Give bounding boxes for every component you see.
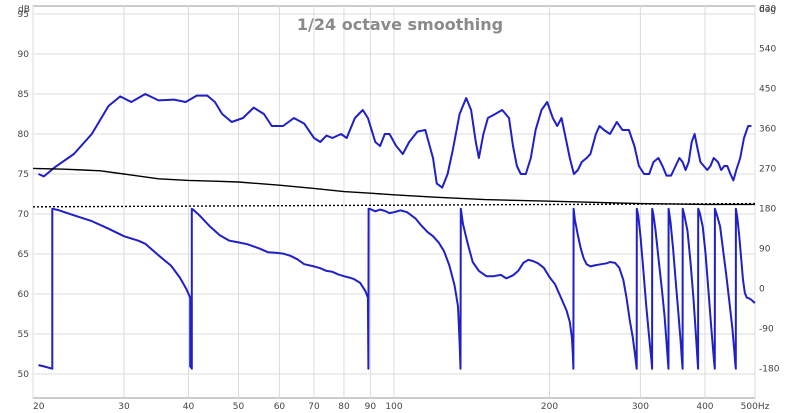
- right-y-tick-label: -90: [759, 325, 774, 335]
- series-line-2: [32, 167, 755, 206]
- x-tick-label: 90: [365, 402, 377, 412]
- right-y-tick-label: 540: [759, 45, 776, 55]
- x-tick-label: 500Hz: [741, 402, 770, 412]
- right-axis-unit-label: deg: [759, 5, 776, 15]
- series-line-1: [38, 93, 752, 189]
- chart-title: 1/24 octave smoothing: [297, 15, 503, 34]
- right-y-tick-label: 360: [759, 125, 776, 135]
- series-line-3: [32, 202, 756, 208]
- left-y-tick-label: 55: [18, 330, 29, 340]
- right-y-tick-label: 630: [759, 5, 776, 15]
- left-y-tick-label: 85: [18, 90, 29, 100]
- grid-lines: [32, 6, 756, 398]
- x-tick-label: 40: [183, 402, 195, 412]
- axis-labels: 20 30 40 50 60 70 80 90 100 200 300 400 500Hz 50 55 60 6…: [18, 5, 780, 412]
- x-tick-label: 300: [632, 402, 649, 412]
- left-y-tick-label: 75: [18, 170, 29, 180]
- right-y-tick-label: 180: [759, 205, 776, 215]
- left-y-tick-label: 60: [18, 290, 30, 300]
- x-tick-label: 400: [696, 402, 713, 412]
- x-tick-label: 200: [541, 402, 558, 412]
- right-y-tick-label: 90: [759, 245, 771, 255]
- right-y-tick-label: 0: [759, 285, 765, 295]
- x-tick-label: 30: [118, 402, 130, 412]
- x-tick-label: 100: [385, 402, 402, 412]
- x-tick-label: 80: [338, 402, 350, 412]
- data-series: [32, 93, 756, 370]
- right-y-tick-label: 450: [759, 85, 776, 95]
- x-tick-label: 70: [308, 402, 320, 412]
- left-y-tick-label: 50: [18, 370, 30, 380]
- x-tick-label: 20: [33, 402, 45, 412]
- left-y-tick-label: 90: [18, 50, 30, 60]
- right-y-tick-label: -180: [759, 365, 780, 375]
- right-y-tick-label: 270: [759, 165, 776, 175]
- x-tick-label: 50: [233, 402, 245, 412]
- left-y-tick-label: 95: [18, 10, 29, 20]
- left-y-tick-label: 70: [18, 210, 30, 220]
- left-y-tick-label: 80: [18, 130, 30, 140]
- left-axis-unit-label: dB: [18, 5, 30, 15]
- left-y-tick-label: 65: [18, 250, 29, 260]
- series-line-4: [38, 207, 756, 370]
- x-tick-label: 60: [274, 402, 286, 412]
